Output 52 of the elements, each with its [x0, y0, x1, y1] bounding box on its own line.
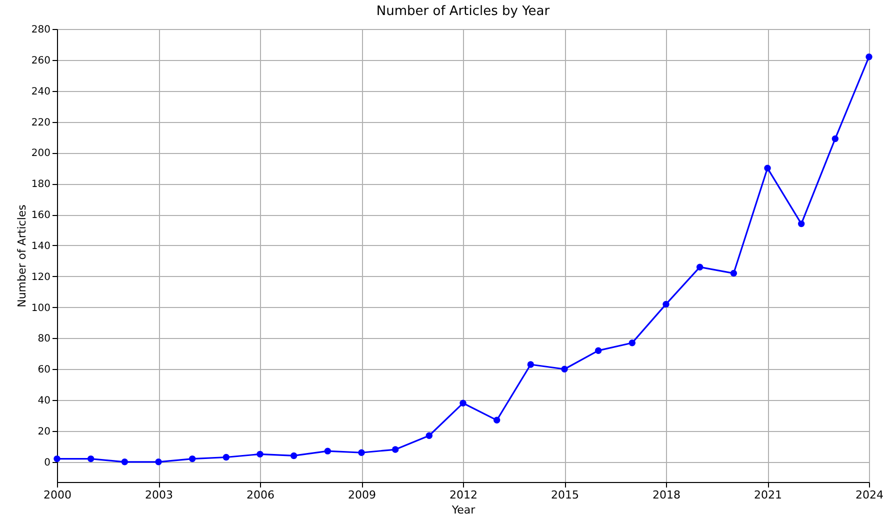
point — [290, 452, 298, 460]
y-tick-label: 220 — [31, 117, 50, 128]
y-tick-label: 20 — [38, 426, 50, 438]
point — [696, 264, 704, 270]
y-tick-label: 140 — [31, 240, 50, 252]
point — [527, 361, 534, 368]
y-tick-label: 0 — [44, 457, 50, 468]
point — [222, 454, 230, 461]
point — [87, 455, 94, 462]
x-tick-label: 2024 — [856, 488, 883, 502]
point — [256, 450, 264, 458]
y-tick-label: 240 — [31, 86, 50, 98]
point — [594, 347, 602, 354]
point — [832, 135, 839, 142]
point — [426, 432, 433, 439]
point — [54, 455, 60, 462]
y-tick-label: 280 — [31, 24, 50, 36]
x-axis-title: Year — [450, 504, 476, 516]
y-tick-label: 260 — [31, 55, 50, 66]
x-tick-label: 2015 — [551, 488, 579, 502]
x-tick-label: 2018 — [652, 488, 680, 502]
point — [493, 416, 500, 424]
point — [628, 340, 636, 346]
x-tick-label: 2021 — [754, 488, 782, 502]
chart-title: Number of Articles by Year — [376, 4, 550, 19]
y-tick-label: 60 — [38, 364, 50, 376]
x-tick-label: 2003 — [145, 488, 173, 502]
point — [662, 300, 670, 308]
point — [155, 458, 162, 466]
point — [866, 53, 872, 60]
point — [764, 164, 771, 172]
point — [324, 448, 332, 454]
y-tick-label: 100 — [31, 302, 50, 314]
point — [358, 449, 365, 456]
point — [561, 366, 568, 372]
point — [188, 455, 196, 462]
point — [798, 220, 805, 228]
point — [460, 400, 466, 406]
y-tick-label: 200 — [31, 148, 50, 160]
x-tick-label: 2006 — [246, 488, 274, 502]
point — [121, 458, 128, 466]
y-tick-label: 40 — [38, 396, 50, 407]
y-tick-label: 160 — [31, 210, 50, 222]
point — [392, 446, 399, 453]
point — [730, 270, 738, 277]
y-tick-label: 180 — [31, 179, 50, 190]
x-tick-label: 2012 — [450, 488, 478, 502]
y-axis-title: Number of Articles — [15, 204, 28, 308]
y-tick-label: 80 — [38, 334, 50, 345]
x-tick-label: 2000 — [44, 488, 72, 502]
y-tick-label: 120 — [31, 272, 50, 283]
x-tick-label: 2009 — [348, 488, 376, 502]
